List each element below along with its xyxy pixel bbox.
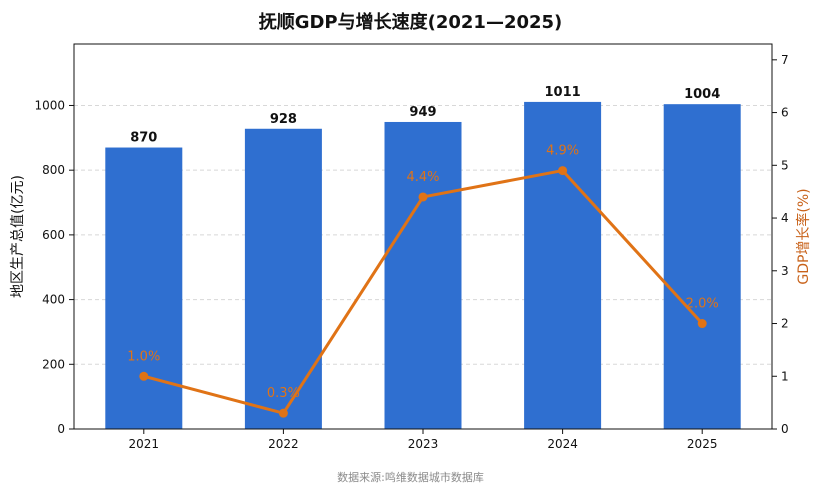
bar-value-label: 1004	[684, 87, 720, 102]
growth-value-label: 0.3%	[267, 386, 300, 401]
x-tick-label: 2024	[547, 437, 578, 451]
y2-tick-label: 7	[781, 53, 789, 67]
data-labels: 870 928 949 1011 1004 1.0% 0.3% 4.4% 4.9% 2.0%	[127, 85, 720, 401]
y-tick-label: 600	[42, 228, 65, 242]
growth-value-label: 4.4%	[406, 170, 439, 185]
y-tick-label: 200	[42, 357, 65, 371]
bar-value-label: 949	[409, 105, 436, 120]
y2-axis-title: GDP增长率(%)	[795, 188, 812, 284]
y2-tick-label: 2	[781, 317, 789, 331]
y-tick-label: 800	[42, 163, 65, 177]
y2-tick-label: 3	[781, 264, 789, 278]
x-tick-label: 2023	[408, 437, 439, 451]
y2-tick-label: 4	[781, 211, 789, 225]
bar	[384, 121, 462, 430]
y-axis-title: 地区生产总值(亿元)	[10, 175, 26, 298]
growth-point	[697, 319, 707, 329]
y-tick-label: 1000	[34, 98, 65, 112]
y-tick-label: 400	[42, 293, 65, 307]
y-tick-label: 0	[57, 422, 65, 436]
x-tick-label: 2022	[268, 437, 299, 451]
growth-point	[558, 166, 568, 176]
y2-tick-label: 1	[781, 369, 789, 383]
line-series	[139, 166, 707, 418]
bar	[244, 128, 322, 429]
x-tick-label: 2025	[687, 437, 718, 451]
y2-tick-label: 0	[781, 422, 789, 436]
growth-point	[418, 192, 428, 202]
growth-point	[278, 408, 288, 418]
chart-title: 抚顺GDP与增长速度(2021—2025)	[258, 12, 563, 33]
bar	[105, 147, 183, 429]
x-tick-label: 2021	[129, 437, 160, 451]
bar	[524, 101, 602, 429]
growth-value-label: 4.9%	[546, 144, 579, 159]
bar	[663, 104, 741, 430]
plot-frame	[73, 43, 773, 430]
growth-value-label: 2.0%	[686, 297, 719, 312]
bar-value-label: 928	[270, 112, 297, 127]
y2-tick-label: 5	[781, 158, 789, 172]
bar-value-label: 870	[130, 131, 157, 146]
bar-series	[105, 101, 741, 430]
growth-value-label: 1.0%	[127, 349, 160, 364]
bar-value-label: 1011	[545, 85, 581, 100]
y2-tick-label: 6	[781, 106, 789, 120]
gridlines	[74, 104, 772, 365]
source-note: 数据来源:鸣维数据城市数据库	[337, 471, 484, 484]
axes: 0 200 400 600 800 1000 0 1 2 3 4 5 6 7 2021 2022 2023 202…	[10, 43, 812, 451]
growth-point	[139, 371, 149, 381]
